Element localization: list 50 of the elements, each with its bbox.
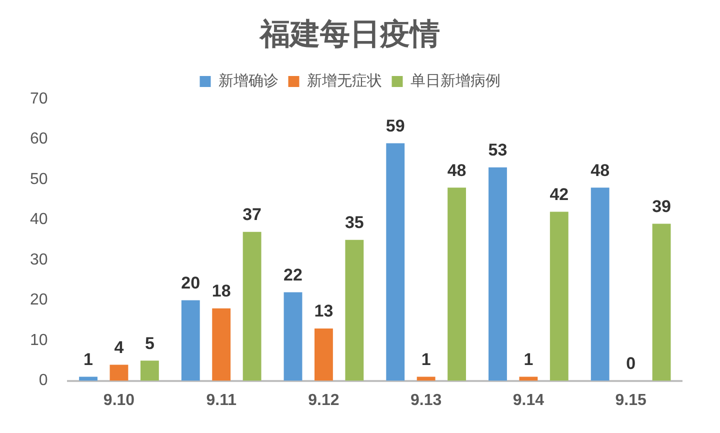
legend-label: 单日新增病例 bbox=[410, 71, 500, 90]
data-label: 1 bbox=[524, 350, 534, 369]
data-label: 1 bbox=[84, 350, 94, 369]
data-label: 18 bbox=[212, 282, 231, 301]
bar bbox=[448, 188, 466, 381]
x-tick-label: 9.11 bbox=[206, 392, 237, 409]
y-tick-label: 10 bbox=[30, 332, 48, 349]
data-label: 42 bbox=[550, 184, 569, 204]
legend-label: 新增无症状 bbox=[306, 71, 382, 90]
bar bbox=[242, 232, 262, 381]
y-tick-label: 40 bbox=[30, 211, 48, 228]
bar bbox=[181, 300, 200, 381]
bar bbox=[314, 328, 333, 381]
x-tick-label: 9.13 bbox=[410, 392, 442, 409]
data-label: 22 bbox=[284, 265, 302, 284]
data-label: 1 bbox=[421, 350, 431, 369]
data-label: 13 bbox=[314, 302, 334, 321]
y-tick-label: 30 bbox=[30, 251, 48, 268]
data-label: 48 bbox=[447, 160, 466, 180]
x-tick-label: 9.15 bbox=[615, 392, 646, 409]
x-tick-label: 9.10 bbox=[103, 392, 135, 409]
data-label: 59 bbox=[386, 116, 405, 136]
bar bbox=[284, 292, 302, 381]
data-label: 35 bbox=[344, 213, 364, 232]
bar bbox=[590, 188, 610, 381]
data-label: 20 bbox=[181, 273, 200, 292]
x-tick-label: 9.12 bbox=[308, 392, 340, 409]
bar bbox=[212, 308, 231, 381]
legend-label: 新增确诊 bbox=[218, 71, 278, 90]
data-label: 37 bbox=[242, 205, 262, 224]
x-tick-label: 9.14 bbox=[512, 392, 544, 409]
bar bbox=[488, 167, 507, 381]
bar bbox=[110, 364, 128, 381]
bar bbox=[140, 360, 159, 381]
chart-title: 福建每日疫情 bbox=[258, 16, 440, 52]
y-tick-label: 50 bbox=[30, 170, 48, 188]
bar bbox=[345, 240, 364, 381]
bar bbox=[386, 143, 405, 381]
y-tick-label: 60 bbox=[30, 130, 48, 148]
bar bbox=[652, 224, 671, 381]
data-label: 0 bbox=[626, 354, 636, 373]
data-label: 39 bbox=[652, 196, 671, 216]
y-tick-label: 20 bbox=[30, 292, 48, 309]
data-label: 4 bbox=[114, 338, 124, 357]
data-label: 5 bbox=[144, 334, 154, 353]
y-tick-label: 70 bbox=[30, 90, 48, 108]
bar bbox=[550, 212, 568, 381]
data-label: 53 bbox=[488, 140, 508, 160]
y-tick-label: 0 bbox=[38, 372, 48, 390]
data-label: 48 bbox=[590, 160, 610, 180]
